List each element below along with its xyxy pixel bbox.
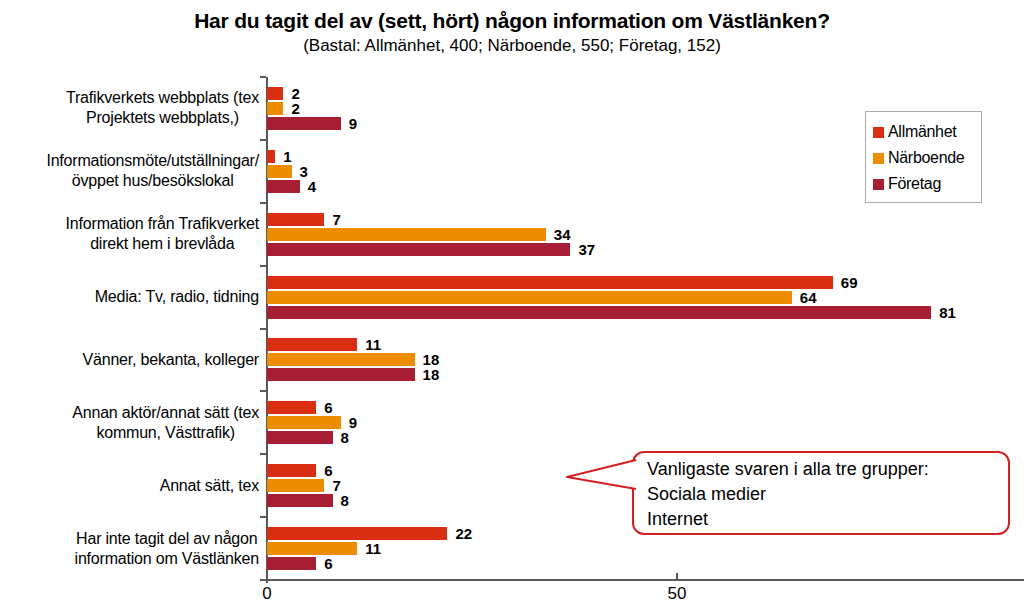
- bar-value-label: 1: [283, 149, 291, 164]
- chart-subtitle: (Bastal: Allmänhet, 400; Närboende, 550;…: [0, 36, 1024, 56]
- bar: [267, 401, 316, 414]
- callout-tail-icon: [560, 450, 640, 500]
- x-axis-line: [266, 579, 1024, 581]
- legend-label-narboende: Närboende: [888, 149, 964, 167]
- bar: [267, 117, 341, 130]
- bar-value-label: 9: [349, 415, 357, 430]
- bar-value-label: 69: [841, 275, 858, 290]
- bar-value-label: 81: [939, 305, 956, 320]
- bar: [267, 494, 333, 507]
- chart-title: Har du tagit del av (sett, hört) någon i…: [0, 9, 1024, 33]
- y-axis-tick: [260, 453, 266, 455]
- bar-value-label: 7: [332, 212, 340, 227]
- bar: [267, 431, 333, 444]
- bar: [267, 464, 316, 477]
- callout-line-3: Internet: [647, 507, 1000, 532]
- category-label: Har inte tagit del av någon information …: [75, 529, 259, 569]
- bar-value-label: 64: [800, 290, 817, 305]
- legend-label-foretag: Företag: [888, 175, 941, 193]
- y-axis-tick: [260, 76, 266, 78]
- bar-value-label: 11: [365, 541, 381, 556]
- category-label: Media: Tv, radio, tidning: [95, 287, 259, 307]
- callout-line-1: Vanligaste svaren i alla tre grupper:: [647, 457, 1000, 482]
- bar: [267, 479, 324, 492]
- bar: [267, 102, 283, 115]
- y-axis-tick: [260, 390, 266, 392]
- bar-value-label: 6: [324, 556, 332, 571]
- bar-value-label: 3: [300, 164, 308, 179]
- category-label: Information från Trafikverket direkt hem…: [66, 214, 259, 254]
- legend-swatch-narboende-icon: [873, 153, 884, 164]
- legend-item-narboende: Närboende: [873, 145, 977, 171]
- category-label: Annan aktör/annat sätt (tex kommun, Väst…: [72, 403, 259, 443]
- bar-value-label: 8: [341, 493, 349, 508]
- bar-value-label: 9: [349, 116, 357, 131]
- bar-value-label: 22: [455, 526, 472, 541]
- bar: [267, 306, 931, 319]
- category-label: Annat sätt, tex: [160, 476, 259, 496]
- bar: [267, 180, 300, 193]
- y-axis-tick: [260, 328, 266, 330]
- bar-value-label: 2: [291, 101, 299, 116]
- bar-value-label: 7: [332, 478, 340, 493]
- bar-value-label: 11: [365, 337, 381, 352]
- y-axis-tick: [260, 139, 266, 141]
- x-axis-label-50: 50: [668, 584, 687, 604]
- legend-label-allmanhet: Allmänhet: [888, 123, 956, 141]
- bar: [267, 243, 570, 256]
- legend: Allmänhet Närboende Företag: [865, 111, 982, 203]
- bar: [267, 150, 275, 163]
- x-axis-label-0: 0: [262, 584, 271, 604]
- bar-value-label: 34: [554, 227, 571, 242]
- y-axis-tick: [260, 579, 266, 581]
- bar: [267, 542, 357, 555]
- bar: [267, 416, 341, 429]
- legend-swatch-allmanhet-icon: [873, 127, 884, 138]
- bar-value-label: 4: [308, 179, 316, 194]
- category-label: Informationsmöte/utställningar/ övppet h…: [46, 151, 259, 191]
- y-axis-tick: [260, 265, 266, 267]
- callout-bubble: Vanligaste svaren i alla tre grupper: So…: [632, 451, 1010, 535]
- callout-line-2: Sociala medier: [647, 482, 1000, 507]
- chart-page: Har du tagit del av (sett, hört) någon i…: [0, 0, 1024, 613]
- bar-value-label: 6: [324, 400, 332, 415]
- bar: [267, 165, 292, 178]
- legend-swatch-foretag-icon: [873, 179, 884, 190]
- bar-value-label: 18: [423, 352, 440, 367]
- bar: [267, 338, 357, 351]
- y-axis-tick: [260, 516, 266, 518]
- bar: [267, 276, 833, 289]
- bar: [267, 368, 415, 381]
- bar-value-label: 18: [423, 367, 440, 382]
- legend-item-foretag: Företag: [873, 171, 977, 197]
- bar-value-label: 2: [291, 86, 299, 101]
- bar: [267, 87, 283, 100]
- bar: [267, 228, 546, 241]
- bar: [267, 353, 415, 366]
- y-axis-tick: [260, 202, 266, 204]
- category-label: Trafikverkets webbplats (tex Projektets …: [66, 88, 259, 128]
- category-label: Vänner, bekanta, kolleger: [83, 350, 259, 370]
- bar: [267, 527, 447, 540]
- bar-value-label: 6: [324, 463, 332, 478]
- x-axis-tick-50: [676, 573, 678, 579]
- bar: [267, 557, 316, 570]
- bar: [267, 291, 792, 304]
- bar: [267, 213, 324, 226]
- bar-value-label: 8: [341, 430, 349, 445]
- legend-item-allmanhet: Allmänhet: [873, 119, 977, 145]
- bar-value-label: 37: [578, 242, 595, 257]
